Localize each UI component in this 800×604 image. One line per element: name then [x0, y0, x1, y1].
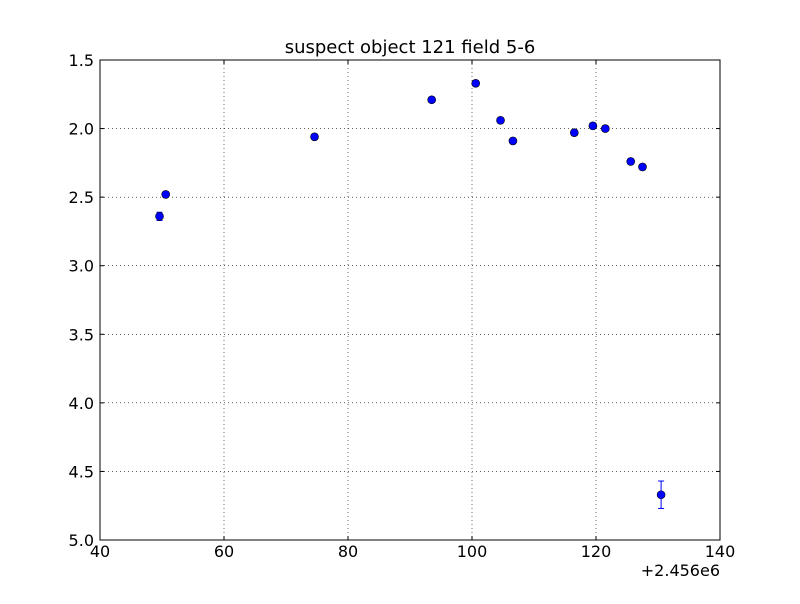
data-point — [508, 136, 518, 146]
data-point — [161, 190, 171, 199]
x-tick-label: 60 — [214, 542, 234, 561]
data-point — [638, 162, 647, 172]
x-tick-label: 120 — [581, 542, 612, 561]
data-point — [600, 124, 610, 133]
data-point — [155, 212, 164, 221]
y-tick-label: 1.5 — [69, 51, 94, 70]
y-tick-label: 5.0 — [69, 531, 94, 550]
y-tick-label: 2.5 — [69, 188, 94, 207]
y-tick-label: 2.0 — [69, 120, 94, 139]
x-tick-label: 40 — [90, 542, 110, 561]
y-tick-labels: 1.5 2.0 2.5 3.0 3.5 4.0 4.5 5.0 — [69, 51, 94, 550]
y-tick-label: 4.0 — [69, 394, 94, 413]
y-tick-label: 3.5 — [69, 325, 94, 344]
plot-area-frame — [99, 59, 721, 541]
y-tick-label: 3.0 — [69, 257, 94, 276]
data-point — [496, 116, 505, 125]
data-point — [471, 79, 481, 88]
data-point — [588, 121, 598, 131]
data-point — [310, 132, 319, 142]
chart-title: suspect object 121 field 5-6 — [285, 37, 536, 58]
x-tick-labels: 40 60 80 100 120 140 — [90, 542, 735, 561]
data-point — [427, 95, 437, 105]
y-tick-label: 4.5 — [69, 462, 94, 481]
grid-lines — [100, 60, 720, 540]
x-axis-offset-label: +2.456e6 — [641, 561, 720, 580]
data-points — [155, 79, 666, 500]
data-point — [569, 128, 579, 137]
data-point — [626, 157, 636, 166]
x-tick-label: 80 — [338, 542, 358, 561]
data-point — [656, 490, 666, 500]
x-tick-label: 100 — [457, 542, 488, 561]
x-tick-label: 140 — [705, 542, 736, 561]
